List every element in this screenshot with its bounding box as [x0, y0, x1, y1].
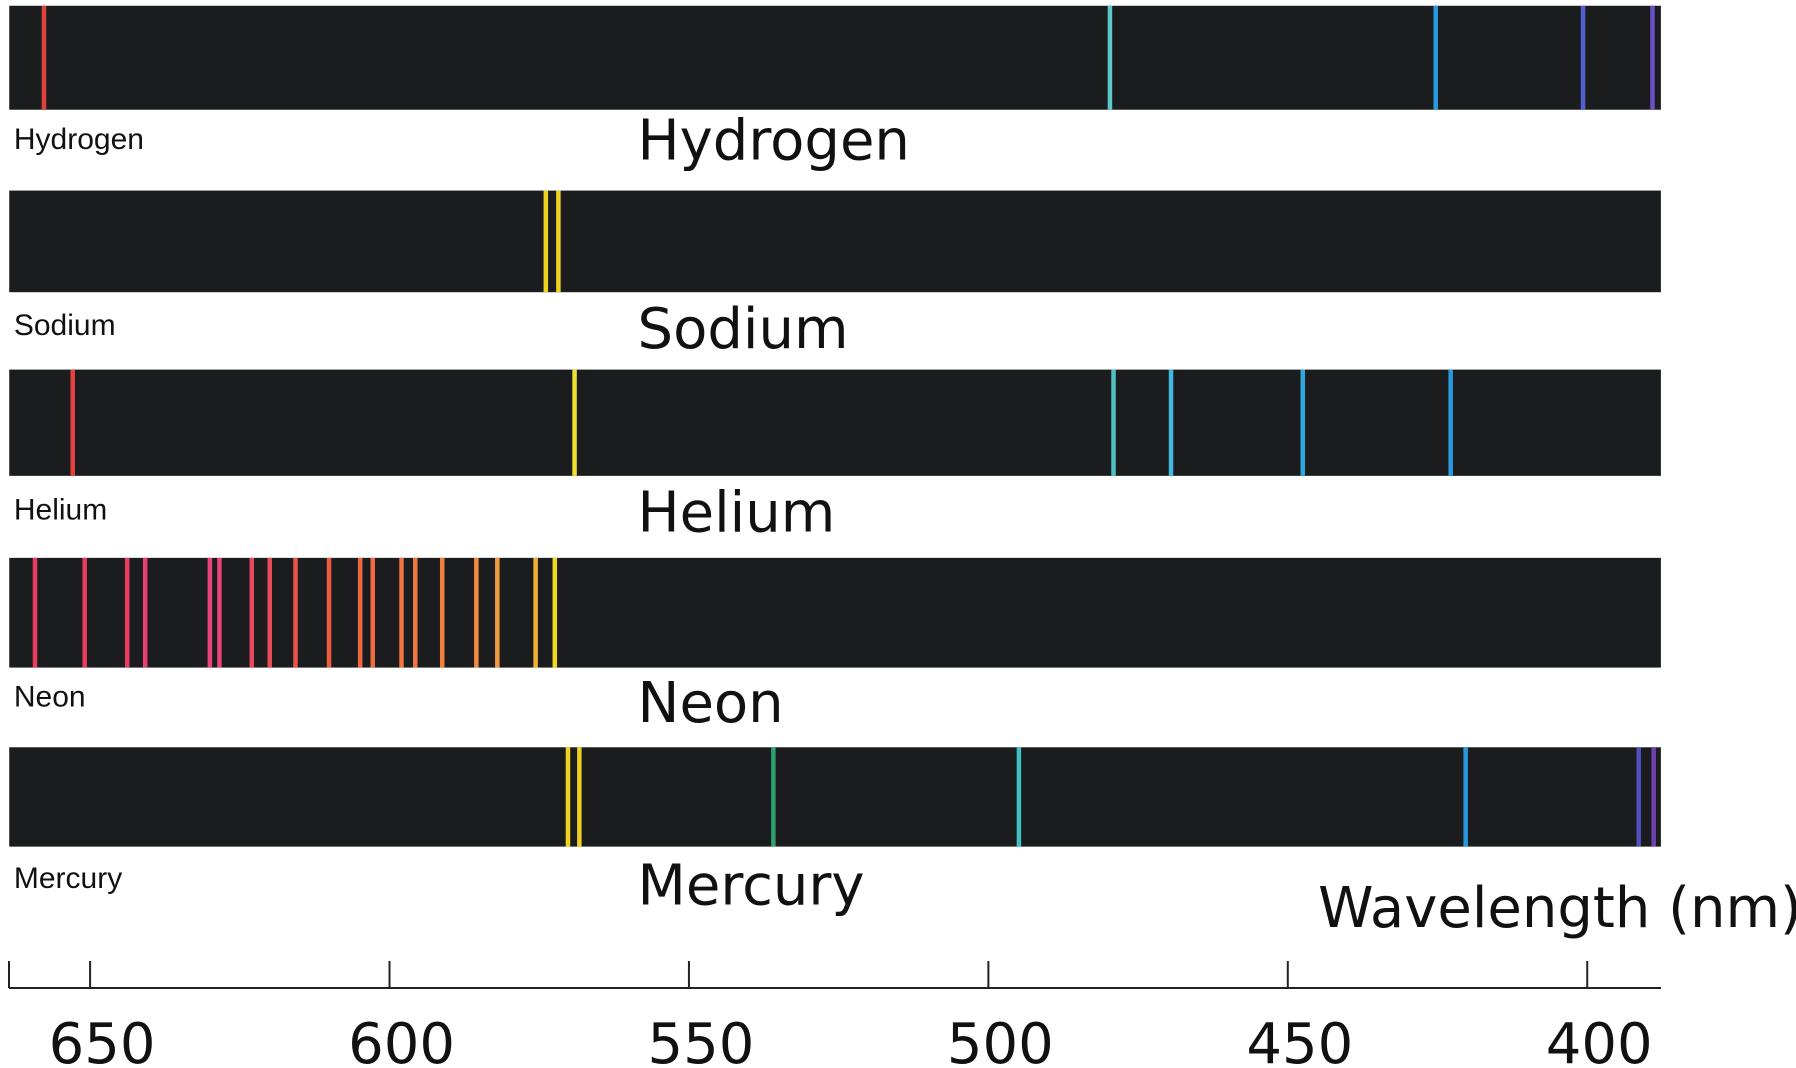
element-label: Helium	[638, 480, 836, 545]
x-tick-label: 450	[1246, 1012, 1353, 1068]
spectrum-band	[9, 747, 1661, 846]
spectrum-band	[9, 6, 1661, 110]
element-label-small: Hydrogen	[14, 123, 144, 156]
element-label-small: Neon	[14, 681, 86, 714]
x-tick-label: 550	[647, 1012, 754, 1068]
element-label-small: Mercury	[14, 862, 122, 895]
x-tick-label: 400	[1546, 1012, 1653, 1068]
spectrum-band	[9, 191, 1661, 293]
element-label: Hydrogen	[638, 109, 910, 174]
spectrum-band	[9, 370, 1661, 476]
element-label: Mercury	[638, 853, 865, 918]
x-axis-label: Wavelength (nm)	[1318, 876, 1796, 941]
spectrum-band	[9, 558, 1661, 668]
element-label-small: Helium	[14, 494, 107, 527]
element-label-small: Sodium	[14, 309, 116, 342]
x-tick-label: 650	[49, 1012, 156, 1068]
x-tick-label: 500	[947, 1012, 1054, 1068]
x-tick-label: 600	[348, 1012, 455, 1068]
element-label: Sodium	[638, 297, 849, 362]
chart: Wavelength (nm) Hydrogen Hydrogen Sodium So…	[0, 0, 1796, 1068]
element-label: Neon	[638, 671, 784, 736]
